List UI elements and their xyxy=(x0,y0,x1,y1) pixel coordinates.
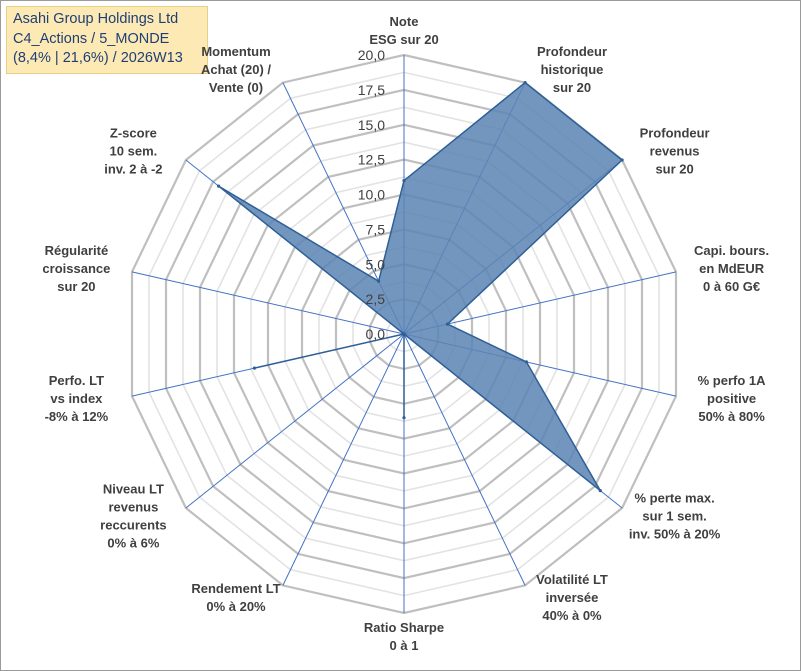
axis-label-line: sur 20 xyxy=(57,279,95,294)
axis-label-line: Régularité xyxy=(45,243,109,258)
axis-label: Z-score 10 sem. inv. 2 à -2 xyxy=(104,125,162,176)
label-layer: Note ESG sur 20 Profondeur historique sur 20… xyxy=(42,14,769,653)
axis-label-line: Profondeur xyxy=(640,125,710,140)
axis-label-line: inv. 2 à -2 xyxy=(104,161,162,176)
axis-label: Note ESG sur 20 xyxy=(369,14,438,47)
data-point xyxy=(217,184,221,188)
axis-label: Niveau LT revenus reccurents 0% à 6% xyxy=(100,482,166,551)
series-area xyxy=(217,81,623,492)
axis-spoke xyxy=(403,271,677,335)
axis-spoke xyxy=(131,271,405,335)
axis-label: Profondeur historique sur 20 xyxy=(537,44,607,95)
axis-label-line: 0% à 6% xyxy=(107,536,159,551)
axis-label: Momentum Achat (20) / Vente (0) xyxy=(201,44,271,95)
axis-label-line: Achat (20) / xyxy=(201,62,271,77)
tick-layer: 0,0 2,5 5,0 7,5 10,0 12,5 15,0 17,5 20,0 xyxy=(358,47,385,342)
axis-label-line: Capi. bours. xyxy=(694,243,769,258)
tick-label: 20,0 xyxy=(358,47,385,63)
data-point xyxy=(402,332,406,336)
axis-label-line: Note xyxy=(390,14,419,29)
tick-label: 2,5 xyxy=(366,291,386,307)
data-point xyxy=(377,279,381,283)
axis-label: % perfo 1A positive 50% à 80% xyxy=(698,373,767,424)
chart-title-line-2: C4_Actions / 5_MONDE xyxy=(13,30,170,47)
axis-label-line: croissance xyxy=(42,261,110,276)
axis-label-line: en MdEUR xyxy=(699,261,765,276)
axis-label-line: Niveau LT xyxy=(103,482,164,497)
axis-label-line: sur 20 xyxy=(655,161,693,176)
axis-label-line: 0% à 20% xyxy=(206,599,266,614)
axis-label: Régularité croissance sur 20 xyxy=(42,243,110,294)
data-point xyxy=(523,81,527,85)
axis-label-line: 50% à 80% xyxy=(698,409,765,424)
axis-label: Perfo. LT vs index -8% à 12% xyxy=(45,373,109,424)
axis-label-line: sur 1 sem. xyxy=(642,509,706,524)
data-point xyxy=(524,360,529,364)
tick-label: 15,0 xyxy=(358,117,385,133)
data-point xyxy=(598,489,602,493)
axis-spoke xyxy=(185,333,405,509)
axis-label-line: historique xyxy=(541,62,604,77)
axis-label-line: % perte max. xyxy=(634,491,714,506)
axis-label-line: -8% à 12% xyxy=(45,409,109,424)
tick-label: 0,0 xyxy=(366,326,386,342)
axis-label-line: revenus xyxy=(650,143,700,158)
chart-title-line-3: (8,4% | 21,6%) / 2026W13 xyxy=(13,50,183,66)
tick-label: 7,5 xyxy=(366,221,386,237)
tick-label: 5,0 xyxy=(366,256,386,272)
tick-label: 10,0 xyxy=(358,187,385,203)
axis-label-line: Vente (0) xyxy=(209,80,263,95)
axis-label-line: Volatilité LT xyxy=(536,572,608,587)
axis-label-line: inv. 50% à 20% xyxy=(629,527,721,542)
axis-label: % perte max. sur 1 sem. inv. 50% à 20% xyxy=(629,491,721,542)
axis-label-line: inversée xyxy=(546,590,599,605)
axis-label: Rendement LT 0% à 20% xyxy=(191,581,280,614)
axis-label-line: vs index xyxy=(50,391,103,406)
axis-label-line: Perfo. LT xyxy=(49,373,104,388)
axis-label-line: sur 20 xyxy=(553,80,591,95)
data-point xyxy=(445,322,450,326)
axis-spoke xyxy=(282,333,405,586)
axis-label-line: reccurents xyxy=(100,518,166,533)
axis-label-line: Profondeur xyxy=(537,44,607,59)
axis-label-line: % perfo 1A xyxy=(698,373,767,388)
chart-title-box: Asahi Group Holdings Ltd C4_Actions / 5_… xyxy=(6,6,208,74)
axis-label-line: positive xyxy=(707,391,756,406)
data-point xyxy=(252,366,256,370)
axis-label-line: 0 à 1 xyxy=(390,638,419,653)
axis-label-line: 0 à 60 G€ xyxy=(703,279,760,294)
tick-label: 12,5 xyxy=(358,152,385,168)
axis-label: Capi. bours. en MdEUR 0 à 60 G€ xyxy=(694,243,769,294)
axis-label-line: Ratio Sharpe xyxy=(364,620,444,635)
axis-label: Volatilité LT inversée 40% à 0% xyxy=(536,572,608,623)
axis-label-line: Z-score xyxy=(110,125,157,140)
tick-label: 17,5 xyxy=(358,82,385,98)
axis-label-line: 10 sem. xyxy=(110,143,158,158)
axis-label-line: Momentum xyxy=(201,44,270,59)
axis-label: Profondeur revenus sur 20 xyxy=(640,125,710,176)
axis-label-line: 40% à 0% xyxy=(542,608,602,623)
axis-label-line: revenus xyxy=(108,500,158,515)
axis-label-line: Rendement LT xyxy=(191,581,280,596)
series-layer xyxy=(217,81,624,493)
data-point xyxy=(620,158,624,162)
data-point xyxy=(402,416,406,420)
data-point xyxy=(402,179,406,183)
axis-spoke xyxy=(403,333,526,586)
chart-title-line-1: Asahi Group Holdings Ltd xyxy=(13,11,179,27)
axis-label: Ratio Sharpe 0 à 1 xyxy=(364,620,444,653)
axis-label-line: ESG sur 20 xyxy=(369,32,438,47)
